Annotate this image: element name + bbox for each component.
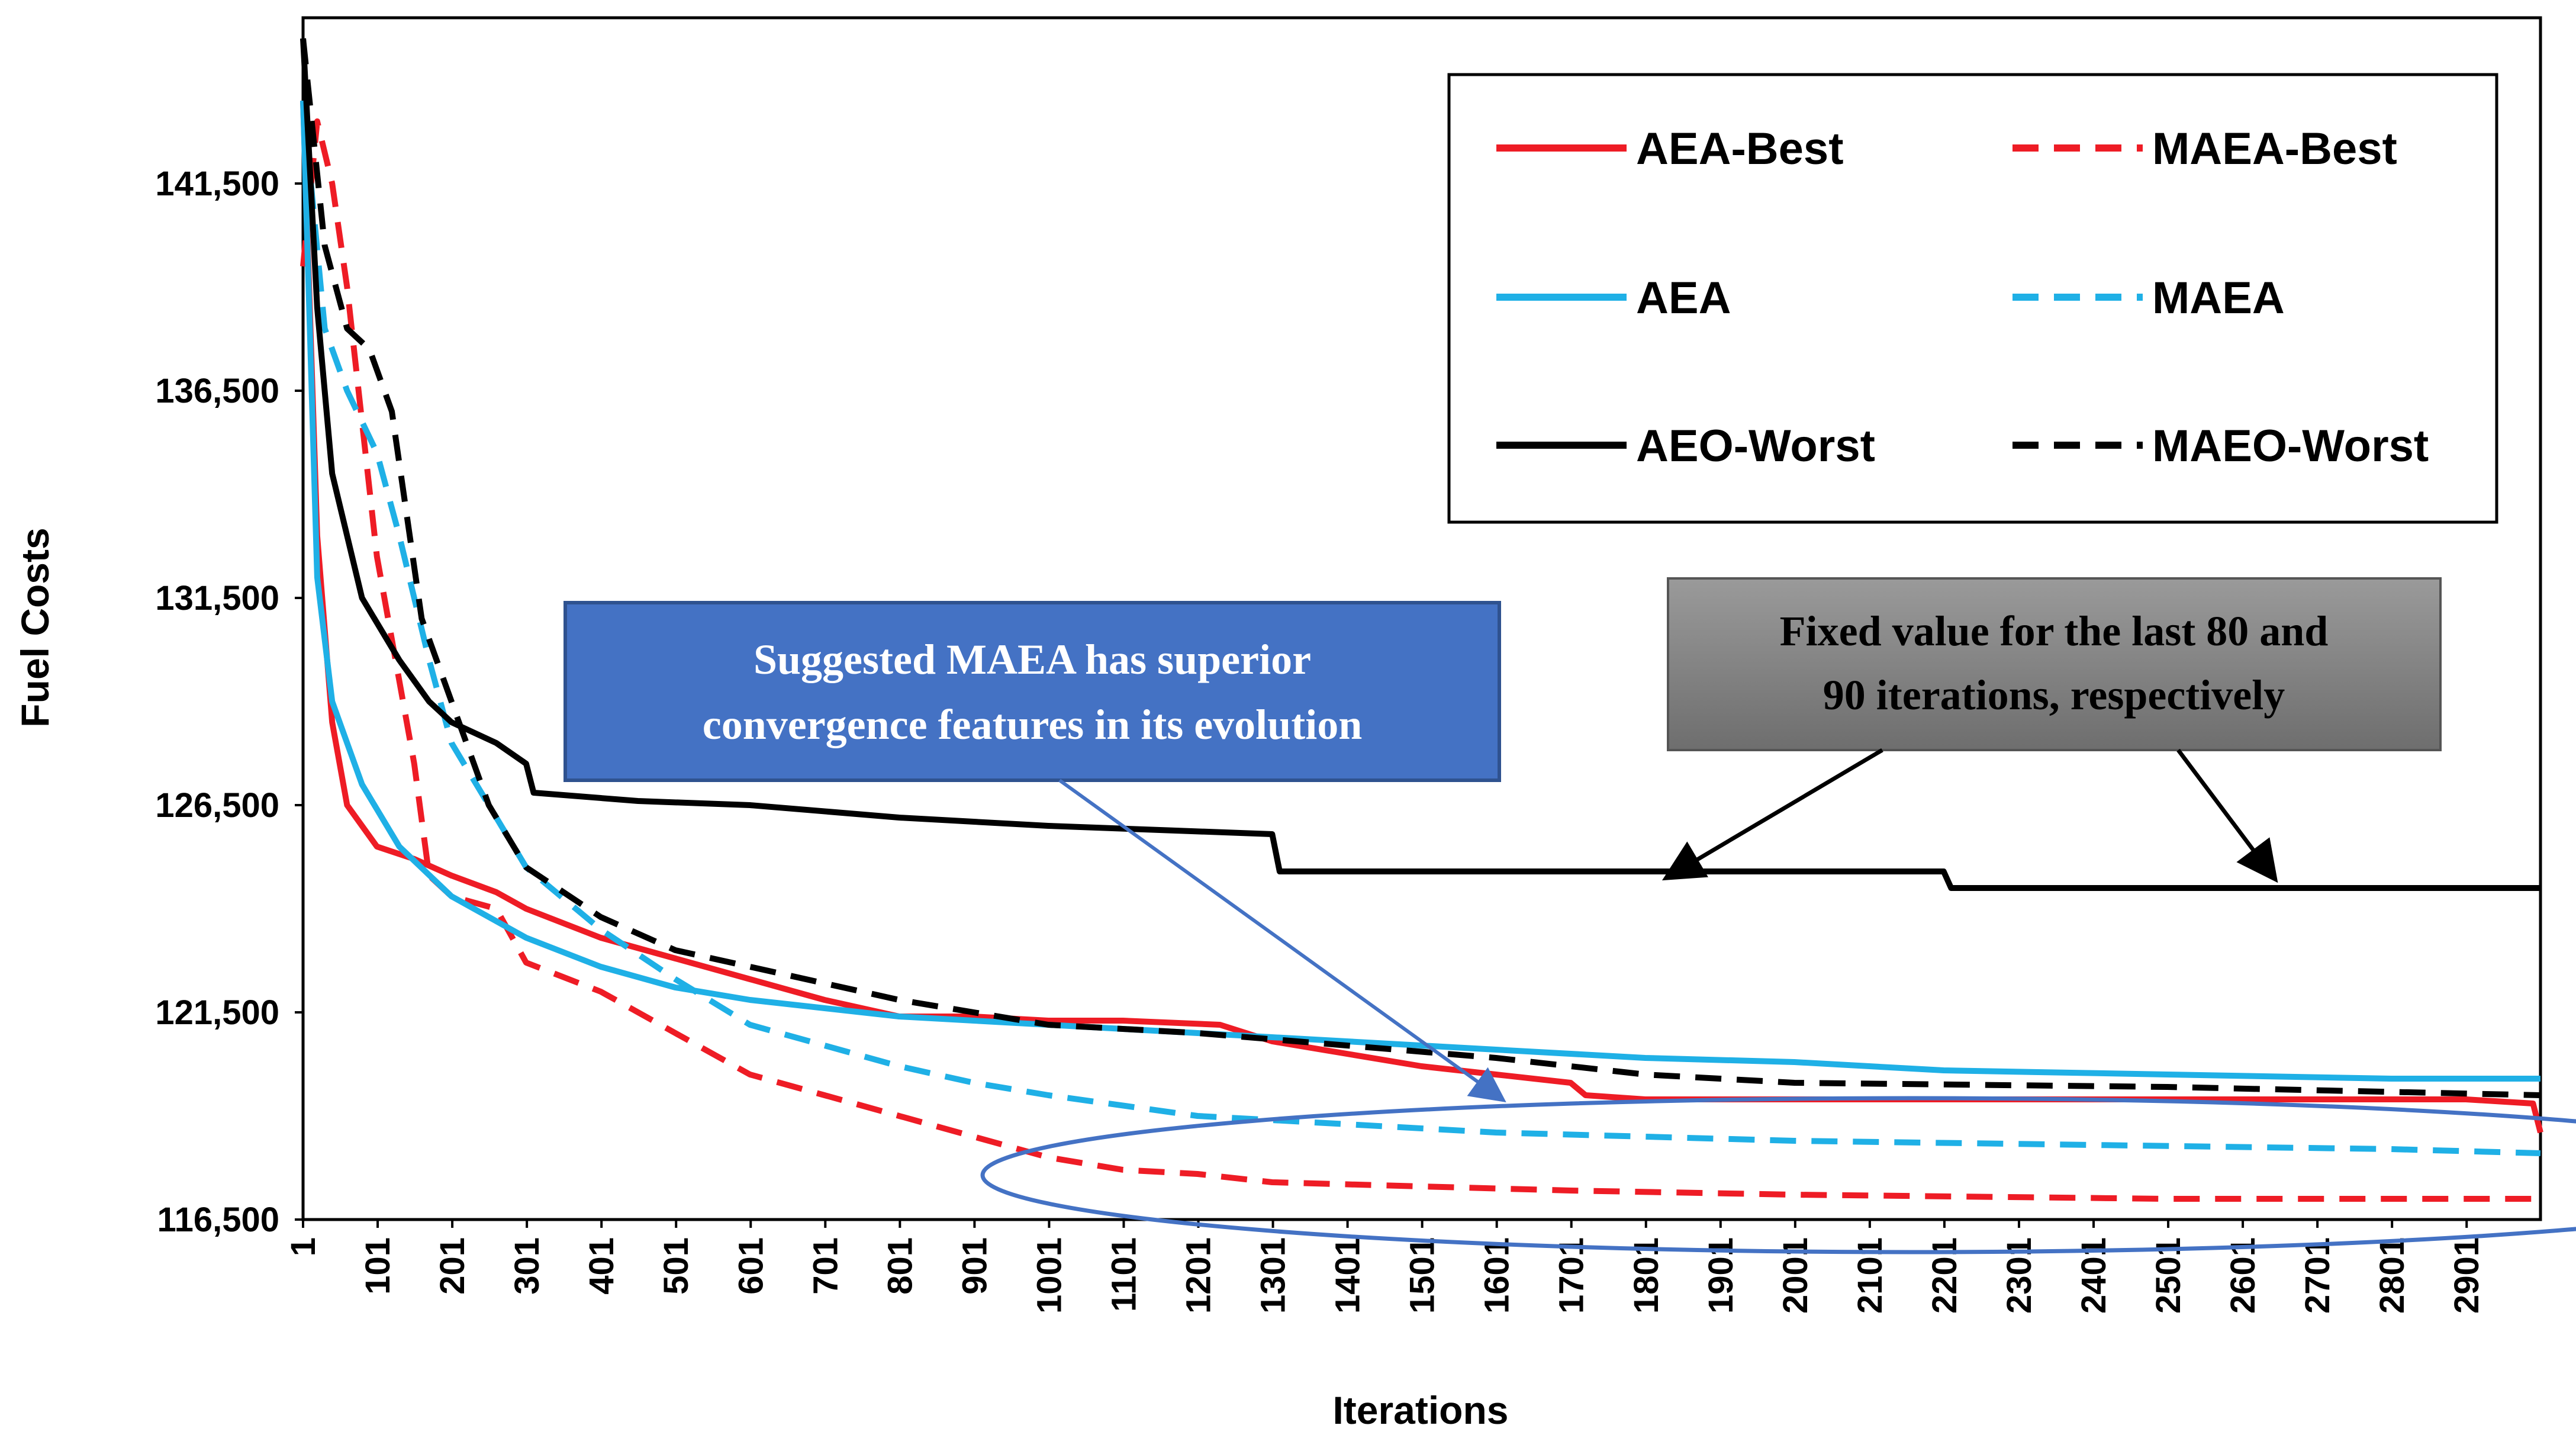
x-tick-label: 101: [359, 1237, 397, 1295]
x-tick-label: 2101: [1851, 1237, 1889, 1314]
legend-label-aea: AEA: [1636, 273, 1731, 323]
legend-label-maea-best: MAEA-Best: [2152, 124, 2397, 174]
annotation-fixed-arrow-right: [2176, 748, 2278, 883]
annotation-maea: Suggested MAEA has superior convergence …: [564, 601, 1501, 782]
x-tick-label: 1501: [1403, 1237, 1442, 1314]
x-tick-label: 401: [582, 1237, 621, 1295]
y-tick-label: 121,500: [155, 993, 279, 1032]
series-maea-line: [300, 100, 2541, 1156]
y-tick-label: 131,500: [155, 579, 279, 617]
legend-label-aeo-worst: AEO-Worst: [1636, 421, 1875, 471]
x-tick-label: 2301: [2000, 1237, 2039, 1314]
annotation-fixed-line-2: 90 iterations, respectively: [1823, 671, 2285, 719]
x-tick-label: 801: [881, 1237, 919, 1295]
series-aea-line: [300, 100, 2540, 1082]
y-axis-title: Fuel Costs: [13, 527, 57, 727]
x-tick-label: 901: [955, 1237, 994, 1295]
x-axis-ticks: 1 101 201 301 401 501 601 701 801 901 1001 1101 1201…: [284, 1220, 2486, 1314]
series-maea-best-line: [300, 118, 2540, 1202]
annotation-fixed-line-1: Fixed value for the last 80 and: [1780, 607, 2329, 655]
y-tick-label: 136,500: [155, 372, 279, 410]
x-tick-label: 2001: [1776, 1237, 1815, 1314]
x-tick-label: 2901: [2448, 1237, 2486, 1314]
x-tick-label: 1: [284, 1237, 323, 1256]
annotation-fixed-box: [1667, 577, 2442, 751]
x-axis-title: Iterations: [1332, 1388, 1508, 1432]
legend: AEA-Best MAEA-Best AEA MAEA AEO-Worst MAEO-Wo…: [1447, 73, 2498, 524]
y-tick-label: 116,500: [157, 1201, 279, 1239]
y-tick-label: 141,500: [155, 165, 279, 203]
x-tick-label: 1301: [1254, 1237, 1293, 1314]
x-tick-label: 2701: [2298, 1237, 2337, 1314]
series-aeo-worst-line: [300, 38, 2540, 891]
legend-label-aea-best: AEA-Best: [1636, 124, 1844, 174]
x-tick-label: 701: [806, 1237, 845, 1295]
x-tick-label: 1701: [1553, 1237, 1591, 1314]
annotation-fixed-arrow-left: [1661, 748, 1883, 881]
legend-label-maea: MAEA: [2152, 273, 2285, 323]
x-tick-label: 1201: [1180, 1237, 1218, 1314]
x-tick-label: 1001: [1030, 1237, 1068, 1314]
x-tick-label: 2801: [2373, 1237, 2411, 1314]
x-tick-label: 601: [732, 1237, 770, 1295]
x-tick-label: 301: [508, 1237, 546, 1295]
y-axis-ticks: 116,500 121,500 126,500 131,500 136,500 141,5…: [155, 165, 303, 1239]
y-tick-label: 126,500: [155, 786, 279, 825]
series-maeo-worst-line: [300, 38, 2541, 1098]
annotation-maea-arrow: [1058, 778, 1506, 1103]
annotation-maea-line-2: convergence features in its evolution: [703, 701, 1363, 748]
annotation-maea-line-1: Suggested MAEA has superior: [754, 636, 1311, 683]
x-tick-label: 201: [433, 1237, 472, 1295]
x-tick-label: 2201: [1925, 1237, 1964, 1314]
x-tick-label: 2601: [2224, 1237, 2262, 1314]
x-tick-label: 1101: [1105, 1237, 1143, 1312]
x-tick-label: 501: [657, 1237, 695, 1295]
legend-label-maeo-worst: MAEO-Worst: [2152, 421, 2429, 471]
x-tick-label: 1601: [1478, 1237, 1516, 1314]
annotation-maea-box: [564, 601, 1501, 782]
highlight-ellipse: [980, 1096, 2576, 1254]
annotation-fixed: Fixed value for the last 80 and 90 itera…: [1667, 577, 2442, 751]
x-tick-label: 1401: [1329, 1237, 1367, 1314]
